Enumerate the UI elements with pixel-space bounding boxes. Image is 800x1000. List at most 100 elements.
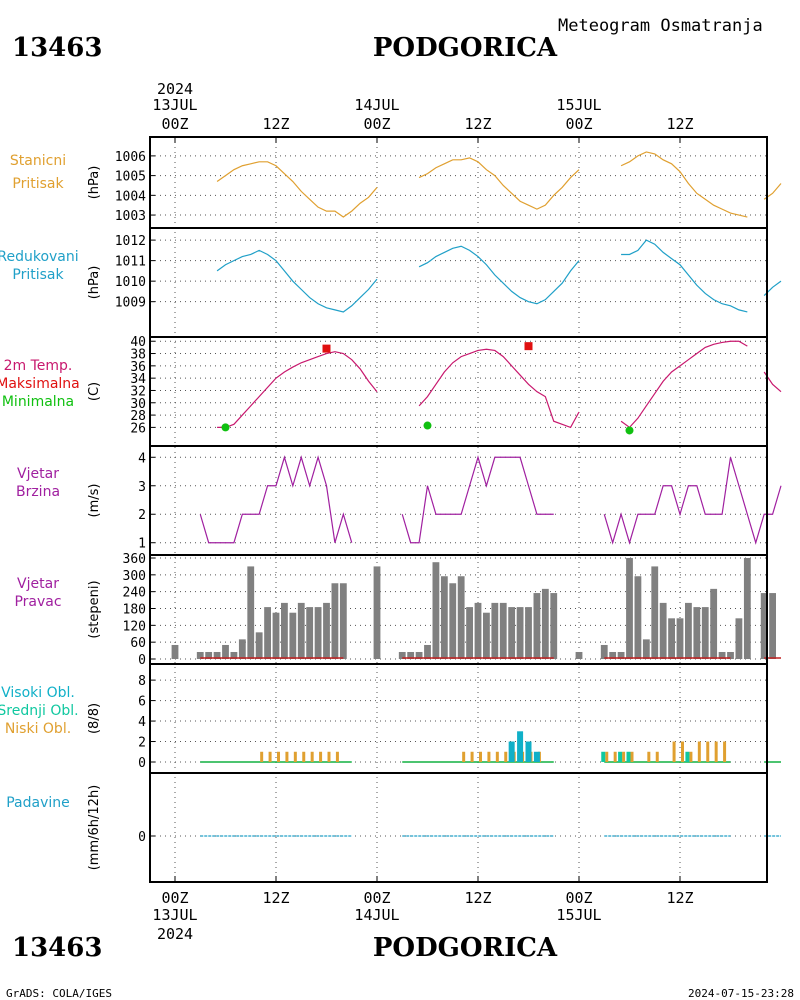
wind-direction-bar <box>289 612 297 659</box>
wind-direction-bar <box>659 602 667 659</box>
y-tick-label: 30 <box>130 397 146 412</box>
min-temp-marker <box>625 426 634 435</box>
hour-label-bottom: 00Z <box>161 889 188 907</box>
wind-direction-bar <box>297 602 305 659</box>
y-tick-label: 34 <box>130 372 146 387</box>
y-tick-label: 1009 <box>115 296 146 311</box>
day-label-bottom: 14JUL <box>354 906 399 924</box>
wind-speed-line <box>199 455 782 545</box>
day-label-top: 13JUL <box>152 96 197 114</box>
low-cloud-bar <box>647 751 651 762</box>
wind-direction-bar <box>306 607 314 659</box>
y-tick-label: 32 <box>130 384 146 399</box>
day-label-top: 14JUL <box>354 96 399 114</box>
y-tick-label: 8 <box>138 674 146 689</box>
wind-direction-bar <box>230 651 238 659</box>
wind-direction-bar <box>760 593 768 659</box>
y-tick-label: 40 <box>130 335 146 350</box>
station-name-bottom: PODGORICA <box>373 933 558 963</box>
wind-direction-bar <box>685 602 692 659</box>
product-title: Meteogram Osmatranja <box>558 16 763 36</box>
wind-direction-bar <box>701 607 709 659</box>
mid-cloud-bar <box>685 751 690 762</box>
unit-label: (stepeni) <box>87 580 102 638</box>
hour-label-top: 12Z <box>464 115 491 133</box>
y-tick-label: 1012 <box>115 234 146 249</box>
wind-direction-bar <box>499 602 507 659</box>
y-tick-label: 3 <box>138 480 146 495</box>
y-tick-label: 0 <box>138 756 146 771</box>
hour-label-bottom: 12Z <box>464 889 491 907</box>
hour-label-top: 12Z <box>262 115 289 133</box>
min-temp-marker <box>221 423 230 432</box>
day-label-top: 15JUL <box>556 96 601 114</box>
station-id-bottom: 13463 <box>12 933 102 963</box>
low-cloud-bar <box>462 751 466 762</box>
y-tick-label: 4 <box>138 715 146 730</box>
low-cloud-bar <box>335 751 339 762</box>
low-cloud-bar <box>630 751 634 762</box>
mid-cloud-bar <box>618 751 623 762</box>
y-tick-label: 38 <box>130 348 146 363</box>
hour-label-bottom: 00Z <box>363 889 390 907</box>
wind-direction-bar <box>415 651 423 659</box>
unit-label: (8/8) <box>87 703 102 734</box>
plot-frame <box>149 136 768 883</box>
low-cloud-bar <box>689 751 693 762</box>
max-temp-marker <box>322 344 331 353</box>
low-cloud-bar <box>697 741 701 762</box>
low-cloud-bar <box>622 751 626 762</box>
wind-direction-bar <box>626 558 633 659</box>
wind-direction-bar <box>440 576 448 659</box>
y-tick-label: 0 <box>138 830 146 845</box>
y-tick-label: 1006 <box>115 150 146 165</box>
footer-credit: GrADS: COLA/IGES <box>6 987 112 1000</box>
y-tick-label: 4 <box>138 451 146 466</box>
low-cloud-bar <box>706 741 710 762</box>
low-cloud-bar <box>470 751 474 762</box>
high-cloud-bar <box>533 751 540 762</box>
low-cloud-bar <box>613 751 617 762</box>
wind-direction-bar <box>769 593 776 659</box>
low-cloud-bar <box>285 751 289 762</box>
day-label-bottom: 13JUL <box>152 906 197 924</box>
y-tick-label: 28 <box>130 409 146 424</box>
wind-direction-bar <box>710 588 718 659</box>
low-cloud-bar <box>327 751 331 762</box>
unit-label: (hPa) <box>87 166 102 200</box>
wind-direction-bar <box>651 566 659 659</box>
wind-direction-bar <box>617 651 625 659</box>
footer-timestamp: 2024-07-15-23:28 <box>688 987 794 1000</box>
unit-label: (mm/6h/12h) <box>87 785 102 871</box>
wind-direction-bar <box>491 602 499 659</box>
y-tick-label: 2 <box>138 508 146 523</box>
year-label-top: 2024 <box>157 80 193 98</box>
panel-label: Pritisak <box>12 176 64 192</box>
min-temp-marker <box>423 421 432 430</box>
low-cloud-bar <box>302 751 306 762</box>
unit-label: (C) <box>87 382 102 401</box>
panel-label: Stanicni <box>10 153 66 169</box>
panel-label: Visoki Obl. <box>1 685 75 701</box>
mslp-line <box>216 239 782 313</box>
wind-direction-bar <box>264 607 271 659</box>
panel-label: Srednji Obl. <box>0 703 79 719</box>
low-cloud-bar <box>260 751 264 762</box>
hour-label-top: 12Z <box>666 115 693 133</box>
panel-label: Vjetar <box>17 466 59 482</box>
y-tick-label: 240 <box>123 586 146 601</box>
low-cloud-bar <box>714 741 718 762</box>
wind-direction-bar <box>508 607 516 659</box>
wind-direction-bar <box>575 651 583 659</box>
wind-direction-bar <box>676 618 684 659</box>
wind-direction-bar <box>255 632 263 659</box>
wind-direction-bar <box>474 602 482 659</box>
mid-cloud-bar <box>626 751 631 762</box>
y-tick-label: 300 <box>123 569 146 584</box>
day-label-bottom: 15JUL <box>556 906 601 924</box>
low-cloud-bar <box>310 751 314 762</box>
wind-direction-bar <box>238 639 246 659</box>
wind-direction-bar <box>432 562 440 659</box>
wind-direction-bar <box>281 602 288 659</box>
wind-direction-bar <box>247 566 255 659</box>
